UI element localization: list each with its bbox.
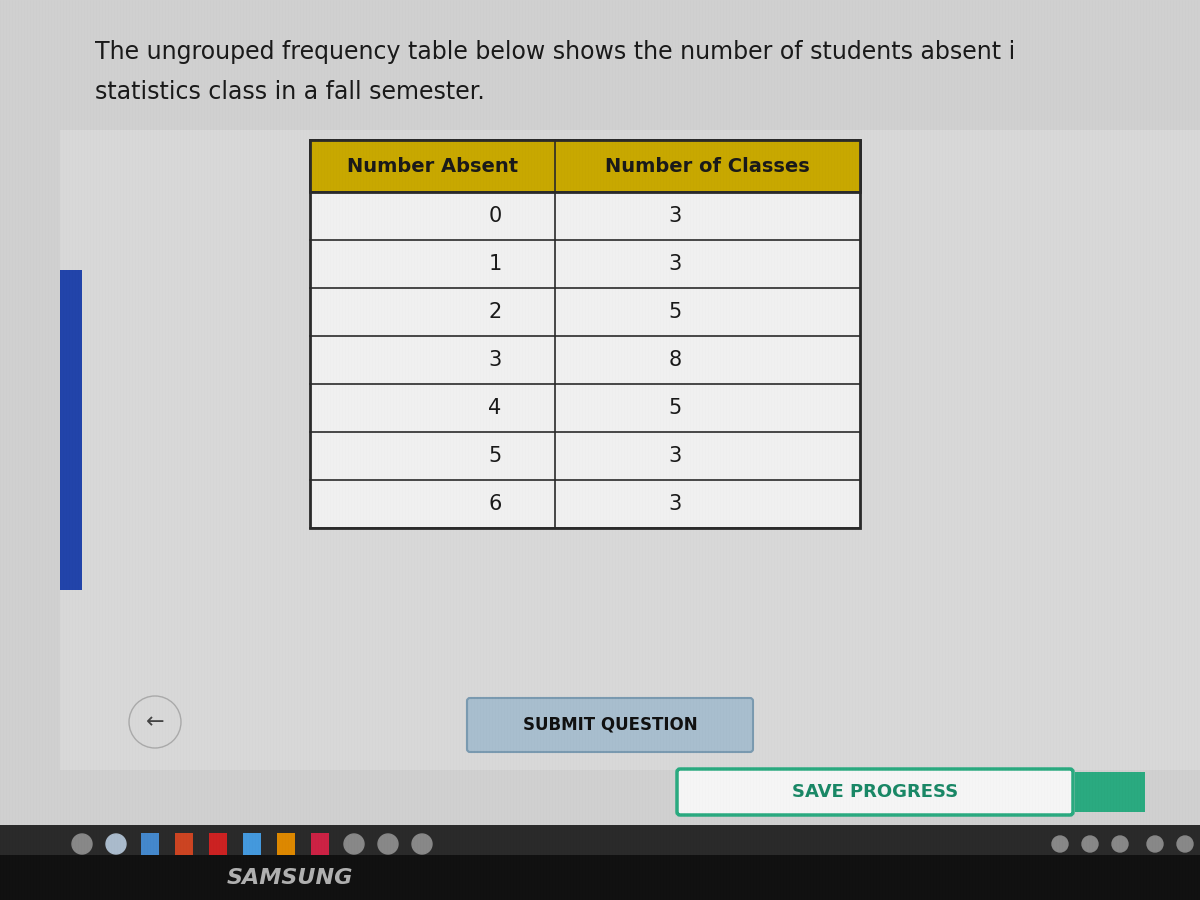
Circle shape xyxy=(412,834,432,854)
FancyBboxPatch shape xyxy=(0,825,1200,900)
FancyBboxPatch shape xyxy=(677,769,1073,815)
Text: 5: 5 xyxy=(668,398,682,418)
FancyBboxPatch shape xyxy=(0,855,1200,900)
Text: 5: 5 xyxy=(668,302,682,322)
Text: 5: 5 xyxy=(488,446,502,466)
Circle shape xyxy=(378,834,398,854)
Text: statistics class in a fall semester.: statistics class in a fall semester. xyxy=(95,80,485,104)
Circle shape xyxy=(1052,836,1068,852)
Text: 8: 8 xyxy=(668,350,682,370)
Circle shape xyxy=(1147,836,1163,852)
FancyBboxPatch shape xyxy=(60,130,1200,770)
Circle shape xyxy=(72,834,92,854)
FancyBboxPatch shape xyxy=(60,270,82,590)
Circle shape xyxy=(106,834,126,854)
Text: 3: 3 xyxy=(668,254,682,274)
Text: Number of Classes: Number of Classes xyxy=(605,157,810,176)
FancyBboxPatch shape xyxy=(242,833,262,855)
Text: 6: 6 xyxy=(488,494,502,514)
Text: SAMSUNG: SAMSUNG xyxy=(227,868,353,888)
Circle shape xyxy=(1112,836,1128,852)
Text: 3: 3 xyxy=(668,446,682,466)
Circle shape xyxy=(130,696,181,748)
FancyBboxPatch shape xyxy=(310,140,860,192)
Text: 3: 3 xyxy=(668,206,682,226)
FancyBboxPatch shape xyxy=(142,833,158,855)
Text: 3: 3 xyxy=(668,494,682,514)
Circle shape xyxy=(1177,836,1193,852)
FancyBboxPatch shape xyxy=(277,833,295,855)
Circle shape xyxy=(344,834,364,854)
FancyBboxPatch shape xyxy=(0,0,1200,830)
Text: Number Absent: Number Absent xyxy=(347,157,518,176)
FancyBboxPatch shape xyxy=(1075,772,1145,812)
Text: 2: 2 xyxy=(488,302,502,322)
Text: 0: 0 xyxy=(488,206,502,226)
Text: ←: ← xyxy=(145,712,164,732)
Text: 4: 4 xyxy=(488,398,502,418)
FancyBboxPatch shape xyxy=(467,698,754,752)
FancyBboxPatch shape xyxy=(209,833,227,855)
Text: SUBMIT QUESTION: SUBMIT QUESTION xyxy=(523,716,697,734)
FancyBboxPatch shape xyxy=(311,833,329,855)
FancyBboxPatch shape xyxy=(175,833,193,855)
Text: SAVE PROGRESS: SAVE PROGRESS xyxy=(792,783,958,801)
Circle shape xyxy=(1082,836,1098,852)
Text: The ungrouped frequency table below shows the number of students absent i: The ungrouped frequency table below show… xyxy=(95,40,1015,64)
Text: 1: 1 xyxy=(488,254,502,274)
Text: 3: 3 xyxy=(488,350,502,370)
FancyBboxPatch shape xyxy=(310,140,860,528)
